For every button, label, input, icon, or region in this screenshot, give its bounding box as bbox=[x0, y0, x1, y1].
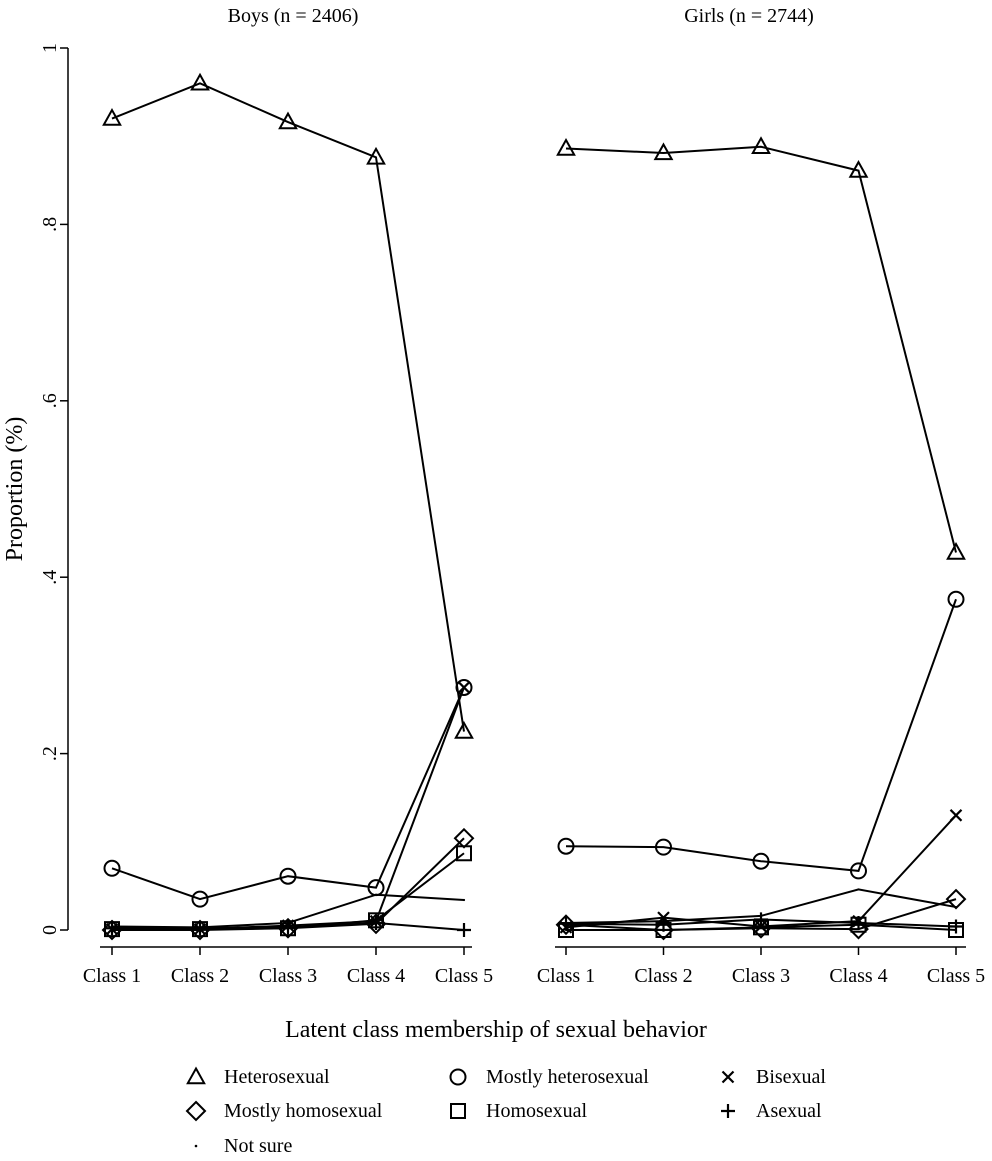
series-line bbox=[565, 145, 957, 553]
data-point bbox=[555, 914, 577, 936]
y-tick-label: .6 bbox=[39, 393, 61, 408]
series-line bbox=[566, 923, 957, 931]
data-point bbox=[655, 838, 672, 856]
data-point bbox=[369, 915, 383, 930]
data-point bbox=[857, 888, 860, 891]
y-tick-label: .4 bbox=[39, 570, 61, 585]
data-point bbox=[759, 914, 763, 917]
data-point bbox=[850, 862, 867, 880]
series-line bbox=[565, 598, 957, 872]
data-point bbox=[190, 72, 210, 91]
data-point bbox=[366, 146, 386, 165]
data-point bbox=[946, 541, 966, 560]
series-mostly-heterosexual bbox=[557, 590, 965, 880]
data-point bbox=[653, 142, 674, 161]
x-tick-label: Class 1 bbox=[537, 965, 595, 987]
data-point bbox=[102, 108, 122, 126]
data-point bbox=[457, 923, 471, 937]
data-point bbox=[954, 905, 958, 909]
panel-girls: Girls (n = 2744) Class 1 Class 2 Class 3 Cla… bbox=[537, 5, 985, 987]
data-point bbox=[752, 852, 770, 870]
x-tick-label: Class 1 bbox=[83, 965, 141, 987]
panel-boys: Boys (n = 2406) Class 1 Class 2 Class 3 Clas… bbox=[83, 5, 493, 987]
data-point bbox=[198, 926, 202, 929]
data-point bbox=[454, 720, 474, 739]
y-tick-label: .8 bbox=[39, 217, 61, 232]
data-point bbox=[286, 921, 290, 925]
x-tick-label: Class 5 bbox=[927, 965, 985, 987]
data-point bbox=[947, 590, 965, 608]
y-axis: 0 .2 .4 .6 .8 1 bbox=[39, 43, 69, 935]
data-point bbox=[279, 867, 297, 885]
series-heterosexual bbox=[556, 136, 966, 560]
series-line bbox=[112, 852, 465, 931]
x-tick-label: Class 2 bbox=[171, 965, 229, 987]
y-tick-label: 0 bbox=[39, 925, 61, 935]
y-axis-label: Proportion (%) bbox=[2, 417, 28, 562]
data-point bbox=[754, 912, 768, 927]
data-point bbox=[457, 681, 471, 694]
series-line bbox=[111, 82, 465, 732]
data-point bbox=[851, 915, 866, 930]
panel-title: Girls (n = 2744) bbox=[684, 5, 814, 27]
data-point bbox=[949, 919, 963, 934]
data-point bbox=[556, 137, 576, 156]
data-point bbox=[374, 893, 378, 896]
x-tick-label: Class 4 bbox=[347, 965, 405, 987]
data-point bbox=[453, 827, 475, 849]
data-point bbox=[751, 136, 771, 154]
series-heterosexual bbox=[102, 72, 474, 739]
series-not-sure bbox=[110, 893, 466, 929]
data-point bbox=[110, 925, 114, 928]
x-tick-label: Class 2 bbox=[634, 965, 692, 987]
y-tick-label: 1 bbox=[39, 43, 61, 53]
data-point bbox=[662, 920, 665, 923]
series-not-sure bbox=[564, 888, 958, 925]
data-point bbox=[455, 678, 473, 696]
data-point bbox=[949, 809, 963, 822]
data-point bbox=[557, 837, 575, 855]
panel-title: Boys (n = 2406) bbox=[228, 5, 359, 27]
series-line bbox=[565, 814, 957, 929]
x-axis-label: Latent class membership of sexual behavi… bbox=[285, 1017, 707, 1043]
x-tick-label: Class 3 bbox=[732, 965, 790, 987]
data-point bbox=[848, 160, 869, 178]
x-tick-label: Class 4 bbox=[829, 965, 887, 987]
data-point bbox=[103, 859, 121, 877]
data-point bbox=[105, 921, 119, 936]
y-tick-label: .2 bbox=[39, 746, 61, 761]
data-point bbox=[456, 845, 472, 862]
series-mostly-heterosexual bbox=[103, 678, 473, 908]
data-point bbox=[656, 917, 671, 932]
data-point bbox=[462, 898, 466, 902]
data-point bbox=[191, 890, 209, 908]
series-line bbox=[111, 687, 465, 901]
data-point bbox=[564, 921, 568, 925]
x-tick-label: Class 5 bbox=[435, 965, 493, 987]
x-tick-label: Class 3 bbox=[259, 965, 317, 987]
data-point bbox=[278, 111, 298, 130]
